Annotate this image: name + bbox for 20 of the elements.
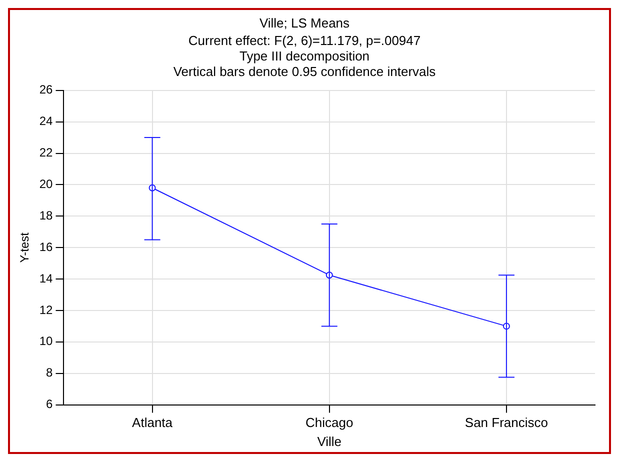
y-tick-label: 6 — [46, 397, 54, 412]
x-tick-label: Chicago — [306, 415, 354, 430]
y-tick-label: 12 — [39, 302, 54, 317]
y-tick-label: 8 — [46, 366, 54, 380]
chart-subtitle: Current effect: F(2, 6)=11.179, p=.00947 — [188, 32, 421, 48]
y-tick-label: 24 — [39, 114, 54, 128]
x-axis-title: Ville — [317, 434, 342, 449]
y-tick-label: 26 — [39, 82, 54, 97]
y-tick-label: 20 — [39, 177, 54, 192]
y-tick-label: 18 — [39, 208, 54, 222]
x-tick-label: Atlanta — [132, 415, 174, 430]
chart-title: Ville; LS Means — [259, 15, 350, 30]
text: Vertical bars denote 0.95 confidence intervals — [173, 64, 436, 80]
x-tick-label: San Francisco — [464, 415, 548, 430]
text: Type III decomposition — [239, 48, 370, 64]
y-tick-label: 22 — [39, 146, 54, 160]
y-tick-label: 16 — [39, 240, 54, 254]
y-tick-label: 14 — [39, 271, 54, 286]
y-tick-label: 10 — [39, 334, 54, 348]
y-axis-title: Y-test — [18, 232, 32, 263]
